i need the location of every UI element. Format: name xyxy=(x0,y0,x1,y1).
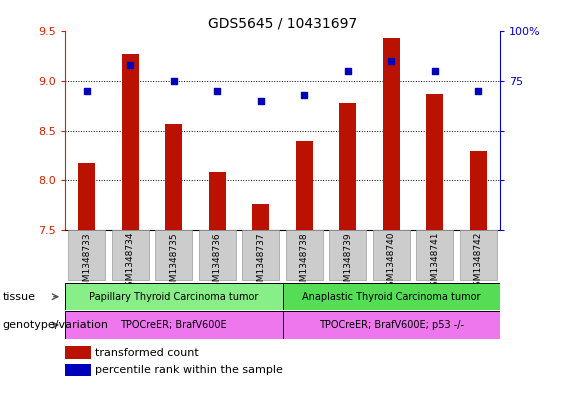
FancyBboxPatch shape xyxy=(65,311,282,339)
Bar xyxy=(470,151,487,230)
Text: percentile rank within the sample: percentile rank within the sample xyxy=(95,365,283,375)
Text: tissue: tissue xyxy=(3,292,36,302)
FancyBboxPatch shape xyxy=(155,230,192,281)
FancyBboxPatch shape xyxy=(65,283,282,310)
Point xyxy=(343,68,352,74)
Point xyxy=(82,88,92,94)
FancyBboxPatch shape xyxy=(282,311,500,339)
Text: GSM1348735: GSM1348735 xyxy=(170,232,178,292)
Text: GSM1348742: GSM1348742 xyxy=(474,232,483,292)
FancyBboxPatch shape xyxy=(282,283,500,310)
Bar xyxy=(65,346,91,358)
Point xyxy=(256,98,265,104)
Text: TPOCreER; BrafV600E: TPOCreER; BrafV600E xyxy=(120,320,227,330)
Bar xyxy=(78,163,95,230)
Point xyxy=(212,88,221,94)
Text: GSM1348733: GSM1348733 xyxy=(82,232,91,292)
FancyBboxPatch shape xyxy=(286,230,323,281)
Text: GSM1348741: GSM1348741 xyxy=(431,232,439,292)
Bar xyxy=(165,124,182,230)
Text: transformed count: transformed count xyxy=(95,347,199,358)
Bar xyxy=(65,364,91,376)
Point xyxy=(125,62,134,68)
FancyBboxPatch shape xyxy=(373,230,410,281)
Text: GSM1348734: GSM1348734 xyxy=(126,232,134,292)
Bar xyxy=(295,141,313,230)
Text: genotype/variation: genotype/variation xyxy=(3,320,109,330)
Bar xyxy=(121,54,139,230)
Title: GDS5645 / 10431697: GDS5645 / 10431697 xyxy=(208,16,357,30)
FancyBboxPatch shape xyxy=(416,230,453,281)
FancyBboxPatch shape xyxy=(460,230,497,281)
Point xyxy=(169,78,178,84)
FancyBboxPatch shape xyxy=(112,230,149,281)
FancyBboxPatch shape xyxy=(199,230,236,281)
FancyBboxPatch shape xyxy=(68,230,105,281)
Point xyxy=(430,68,439,74)
Point xyxy=(299,92,308,98)
Point xyxy=(473,88,483,94)
Bar xyxy=(252,204,270,230)
Bar xyxy=(339,103,357,230)
Text: TPOCreER; BrafV600E; p53 -/-: TPOCreER; BrafV600E; p53 -/- xyxy=(319,320,464,330)
Text: GSM1348738: GSM1348738 xyxy=(300,232,308,292)
Point xyxy=(386,58,396,64)
Text: GSM1348737: GSM1348737 xyxy=(257,232,265,292)
Text: Anaplastic Thyroid Carcinoma tumor: Anaplastic Thyroid Carcinoma tumor xyxy=(302,292,480,302)
Text: Papillary Thyroid Carcinoma tumor: Papillary Thyroid Carcinoma tumor xyxy=(89,292,258,302)
Bar xyxy=(426,94,444,230)
Text: GSM1348740: GSM1348740 xyxy=(387,232,396,292)
Text: GSM1348736: GSM1348736 xyxy=(213,232,221,292)
Bar xyxy=(208,173,226,230)
Bar xyxy=(383,39,400,230)
Text: GSM1348739: GSM1348739 xyxy=(344,232,352,292)
FancyBboxPatch shape xyxy=(242,230,279,281)
FancyBboxPatch shape xyxy=(329,230,366,281)
